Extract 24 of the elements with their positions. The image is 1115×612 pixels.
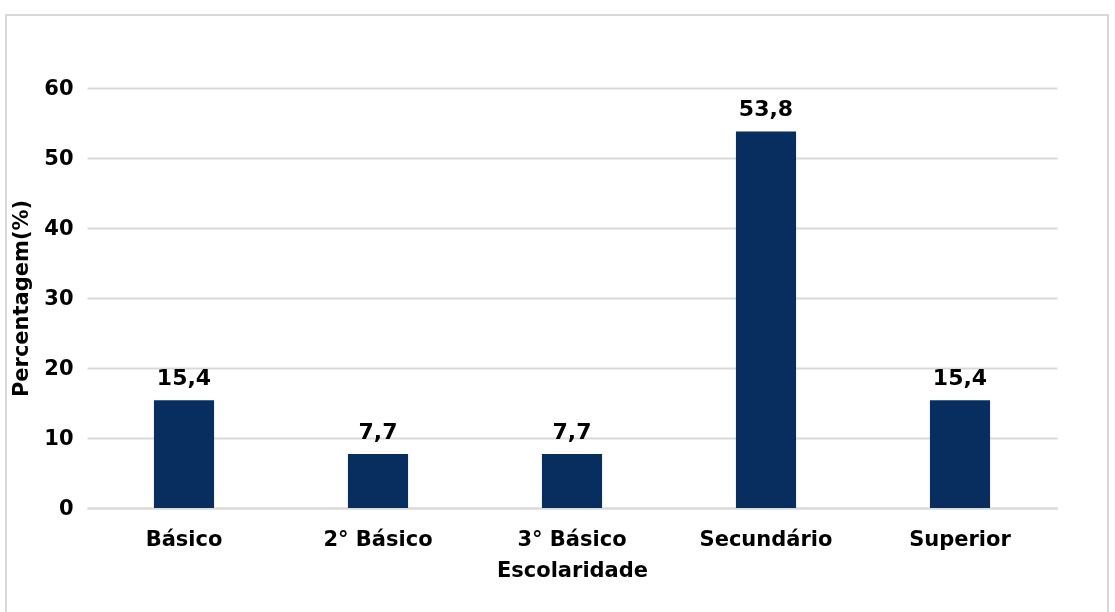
x-tick-label: Secundário (699, 526, 833, 551)
x-axis-title: Escolaridade (496, 557, 649, 582)
y-tick-label: 60 (44, 75, 74, 100)
x-tick-label: Básico (145, 526, 223, 551)
y-tick-label: 0 (58, 495, 74, 520)
x-tick-label: 2° Básico (323, 526, 433, 551)
data-label: 15,4 (932, 365, 988, 391)
x-tick-label: 3° Básico (517, 526, 627, 551)
data-label: 53,8 (738, 96, 794, 122)
bar (735, 131, 797, 508)
y-tick-label: 40 (44, 215, 74, 240)
data-label: 7,7 (552, 419, 592, 445)
bar (347, 454, 409, 508)
y-tick-label: 10 (44, 425, 74, 450)
x-tick-label: Superior (909, 526, 1012, 551)
y-tick-label: 20 (44, 355, 74, 380)
bar (153, 400, 215, 508)
bar (929, 400, 991, 508)
data-label: 15,4 (156, 365, 212, 391)
bar (541, 454, 603, 508)
y-tick-label: 30 (44, 285, 74, 310)
data-label: 7,7 (358, 419, 398, 445)
y-axis-title: Percentagem(%) (9, 199, 34, 398)
y-tick-label: 50 (44, 145, 74, 170)
